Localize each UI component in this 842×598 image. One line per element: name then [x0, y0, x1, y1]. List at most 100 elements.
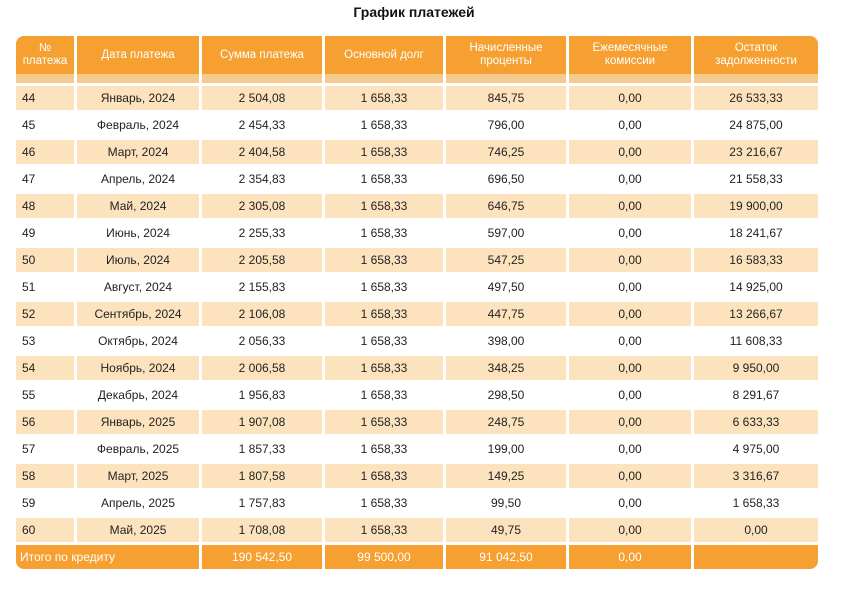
cell-date: Март, 2025	[77, 464, 199, 488]
cell-date: Декабрь, 2024	[77, 383, 199, 407]
cell-interest: 49,75	[446, 518, 566, 542]
cell-principal: 1 658,33	[325, 113, 443, 137]
cell-fees: 0,00	[569, 302, 691, 326]
cell-balance: 13 266,67	[694, 302, 818, 326]
cell-date: Октябрь, 2024	[77, 329, 199, 353]
cell-date: Май, 2025	[77, 518, 199, 542]
cell-payment: 1 757,83	[202, 491, 322, 515]
col-header-payment: Сумма платежа	[202, 36, 322, 74]
cell-payment: 1 708,08	[202, 518, 322, 542]
cell-principal: 1 658,33	[325, 275, 443, 299]
cell-interest: 746,25	[446, 140, 566, 164]
cell-date: Февраль, 2024	[77, 113, 199, 137]
cell-number: 56	[16, 410, 74, 434]
cell-principal: 1 658,33	[325, 167, 443, 191]
totals-fees: 0,00	[569, 545, 691, 569]
cell-number: 47	[16, 167, 74, 191]
header-spacer	[569, 74, 691, 83]
cell-date: Апрель, 2025	[77, 491, 199, 515]
cell-fees: 0,00	[569, 518, 691, 542]
cell-balance: 26 533,33	[694, 86, 818, 110]
col-header-number: № платежа	[16, 36, 74, 74]
totals-balance	[694, 545, 818, 569]
header-spacer	[77, 74, 199, 83]
col-header-interest: Начисленные проценты	[446, 36, 566, 74]
cell-date: Январь, 2024	[77, 86, 199, 110]
cell-principal: 1 658,33	[325, 86, 443, 110]
cell-number: 59	[16, 491, 74, 515]
cell-interest: 597,00	[446, 221, 566, 245]
cell-payment: 1 857,33	[202, 437, 322, 461]
cell-interest: 398,00	[446, 329, 566, 353]
cell-interest: 646,75	[446, 194, 566, 218]
cell-date: Май, 2024	[77, 194, 199, 218]
cell-balance: 14 925,00	[694, 275, 818, 299]
cell-principal: 1 658,33	[325, 518, 443, 542]
cell-interest: 348,25	[446, 356, 566, 380]
cell-payment: 2 106,08	[202, 302, 322, 326]
cell-balance: 24 875,00	[694, 113, 818, 137]
cell-balance: 8 291,67	[694, 383, 818, 407]
cell-balance: 0,00	[694, 518, 818, 542]
cell-principal: 1 658,33	[325, 491, 443, 515]
cell-number: 46	[16, 140, 74, 164]
cell-number: 55	[16, 383, 74, 407]
cell-date: Март, 2024	[77, 140, 199, 164]
cell-date: Сентябрь, 2024	[77, 302, 199, 326]
header-spacer	[202, 74, 322, 83]
cell-principal: 1 658,33	[325, 140, 443, 164]
cell-principal: 1 658,33	[325, 383, 443, 407]
cell-payment: 2 305,08	[202, 194, 322, 218]
cell-balance: 4 975,00	[694, 437, 818, 461]
cell-payment: 1 807,58	[202, 464, 322, 488]
cell-principal: 1 658,33	[325, 437, 443, 461]
cell-number: 51	[16, 275, 74, 299]
cell-fees: 0,00	[569, 221, 691, 245]
cell-fees: 0,00	[569, 464, 691, 488]
cell-date: Февраль, 2025	[77, 437, 199, 461]
cell-fees: 0,00	[569, 194, 691, 218]
cell-number: 48	[16, 194, 74, 218]
cell-principal: 1 658,33	[325, 410, 443, 434]
cell-date: Апрель, 2024	[77, 167, 199, 191]
cell-interest: 796,00	[446, 113, 566, 137]
cell-principal: 1 658,33	[325, 356, 443, 380]
cell-fees: 0,00	[569, 275, 691, 299]
col-header-principal: Основной долг	[325, 36, 443, 74]
cell-payment: 2 006,58	[202, 356, 322, 380]
payment-schedule-table: № платежа Дата платежа Сумма платежа Осн…	[16, 36, 818, 569]
cell-principal: 1 658,33	[325, 194, 443, 218]
cell-balance: 16 583,33	[694, 248, 818, 272]
cell-number: 60	[16, 518, 74, 542]
cell-interest: 199,00	[446, 437, 566, 461]
totals-principal: 99 500,00	[325, 545, 443, 569]
cell-payment: 1 956,83	[202, 383, 322, 407]
cell-balance: 23 216,67	[694, 140, 818, 164]
cell-interest: 497,50	[446, 275, 566, 299]
cell-payment: 2 454,33	[202, 113, 322, 137]
cell-principal: 1 658,33	[325, 302, 443, 326]
totals-interest: 91 042,50	[446, 545, 566, 569]
cell-payment: 2 205,58	[202, 248, 322, 272]
cell-balance: 6 633,33	[694, 410, 818, 434]
cell-payment: 2 404,58	[202, 140, 322, 164]
totals-payment: 190 542,50	[202, 545, 322, 569]
col-header-fees: Ежемесячные комиссии	[569, 36, 691, 74]
cell-principal: 1 658,33	[325, 248, 443, 272]
header-spacer	[446, 74, 566, 83]
cell-balance: 19 900,00	[694, 194, 818, 218]
header-spacer	[325, 74, 443, 83]
cell-fees: 0,00	[569, 329, 691, 353]
page-title: График платежей	[353, 4, 475, 20]
cell-number: 57	[16, 437, 74, 461]
cell-fees: 0,00	[569, 140, 691, 164]
cell-balance: 11 608,33	[694, 329, 818, 353]
cell-date: Июнь, 2024	[77, 221, 199, 245]
cell-fees: 0,00	[569, 248, 691, 272]
cell-balance: 21 558,33	[694, 167, 818, 191]
cell-fees: 0,00	[569, 437, 691, 461]
cell-fees: 0,00	[569, 86, 691, 110]
cell-number: 58	[16, 464, 74, 488]
cell-interest: 547,25	[446, 248, 566, 272]
cell-balance: 3 316,67	[694, 464, 818, 488]
